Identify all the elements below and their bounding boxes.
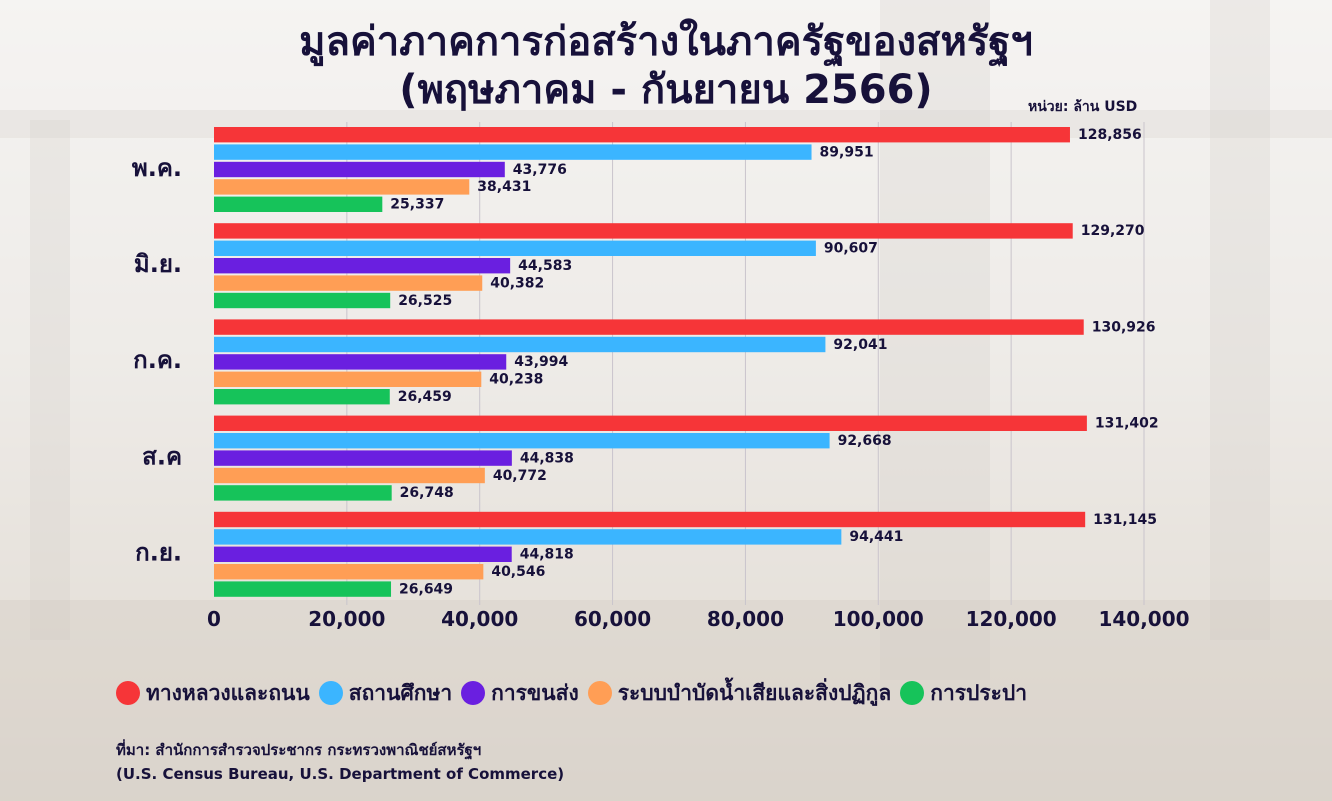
bar — [214, 354, 507, 370]
bar — [214, 275, 483, 291]
x-tick-label: 0 — [207, 607, 221, 631]
data-label: 90,607 — [824, 241, 878, 257]
legend-label-transportation: การขนส่ง — [491, 680, 579, 705]
data-label: 131,402 — [1095, 416, 1159, 432]
chart-category-labels: พ.ค. มิ.ย. ก.ค. ส.คก.ย. — [132, 154, 182, 567]
bar — [214, 564, 484, 580]
legend-item-water-supply: การประปา — [900, 677, 1027, 710]
bar — [214, 336, 826, 353]
data-label: 94,441 — [849, 529, 903, 545]
bar — [214, 161, 505, 178]
bar — [214, 467, 485, 484]
bar — [214, 196, 383, 212]
legend-item-sewage: ระบบบำบัดน้ำเสียและสิ่งปฏิกูล — [587, 677, 892, 710]
bar — [214, 415, 1087, 431]
legend-swatch-education — [318, 681, 343, 705]
data-label: 26,649 — [399, 581, 453, 597]
legend-item-transportation: การขนส่ง — [461, 677, 579, 710]
data-label: 44,583 — [518, 258, 572, 274]
legend-swatch-transportation — [461, 681, 486, 705]
legend-item-highways: ทางหลวงและถนน — [116, 677, 310, 710]
category-label: ส.ค — [142, 442, 182, 470]
data-label: 40,546 — [491, 564, 545, 580]
data-label: 40,238 — [489, 372, 543, 388]
category-label: มิ.ย. — [134, 250, 182, 278]
x-tick-label: 40,000 — [441, 607, 518, 631]
data-label: 89,951 — [820, 144, 874, 160]
bar — [214, 529, 842, 545]
bar — [214, 511, 1086, 528]
data-label: 44,818 — [520, 547, 574, 563]
data-label: 25,337 — [390, 197, 444, 213]
legend-swatch-water-supply — [900, 681, 925, 705]
data-label: 40,772 — [493, 468, 547, 484]
x-tick-label: 60,000 — [574, 607, 651, 631]
data-label: 129,270 — [1081, 223, 1145, 239]
legend-label-sewage: ระบบบำบัดน้ำเสียและสิ่งปฏิกูล — [617, 680, 892, 705]
source-note: ที่มา: สำนักการสำรวจประชากร กระทรวงพาณิช… — [116, 738, 564, 786]
legend-item-education: สถานศึกษา — [318, 677, 453, 710]
data-label: 43,994 — [514, 354, 568, 370]
category-label: ก.ย. — [135, 539, 182, 567]
data-label: 128,856 — [1078, 127, 1142, 143]
legend-swatch-sewage — [587, 681, 612, 705]
source-line-2: (U.S. Census Bureau, U.S. Department of … — [116, 765, 565, 783]
legend-label-highways: ทางหลวงและถนน — [146, 680, 310, 705]
chart-legend: ทางหลวงและถนน สถานศึกษา การขนส่ง ระบบบำบ… — [116, 676, 1036, 710]
x-tick-label: 20,000 — [308, 607, 385, 631]
source-line-1: ที่มา: สำนักการสำรวจประชากร กระทรวงพาณิช… — [116, 741, 482, 759]
x-tick-label: 120,000 — [966, 607, 1057, 631]
bar — [214, 371, 482, 387]
category-label: พ.ค. — [132, 154, 182, 182]
bar — [214, 144, 812, 160]
data-label: 130,926 — [1092, 319, 1156, 335]
data-label: 38,431 — [477, 179, 531, 195]
unit-label: หน่วย: ล้าน USD — [1028, 99, 1138, 115]
x-tick-label: 80,000 — [707, 607, 784, 631]
bar — [214, 450, 512, 466]
bar — [214, 319, 1084, 335]
bar — [214, 240, 816, 256]
x-tick-label: 100,000 — [833, 607, 924, 631]
legend-label-education: สถานศึกษา — [348, 680, 453, 705]
category-label: ก.ค. — [133, 346, 182, 374]
title-line-1: มูลค่าภาคการก่อสร้างในภาครัฐของสหรัฐฯ — [299, 19, 1033, 65]
bar — [214, 258, 511, 274]
bar — [214, 433, 830, 449]
data-label: 44,838 — [520, 450, 574, 466]
bar — [214, 179, 470, 195]
chart-title: มูลค่าภาคการก่อสร้างในภาครัฐของสหรัฐฯ (พ… — [0, 18, 1332, 114]
data-label: 26,748 — [400, 485, 454, 501]
bar — [214, 581, 392, 597]
bar — [214, 546, 512, 562]
bar — [214, 485, 392, 501]
legend-swatch-highways — [116, 681, 140, 705]
bar — [214, 292, 391, 309]
chart-bars — [214, 127, 1087, 597]
x-tick-label: 140,000 — [1098, 607, 1189, 631]
bar — [214, 223, 1073, 239]
title-line-2: (พฤษภาคม - กันยายน 2566) — [399, 67, 933, 113]
data-label: 26,459 — [398, 389, 452, 405]
data-label: 43,776 — [513, 162, 567, 178]
data-label: 92,041 — [833, 337, 887, 353]
data-label: 26,525 — [398, 293, 452, 309]
chart-x-tick-labels: 0 20,000 40,000 60,000 80,000 100,000 120,000 1… — [207, 607, 1190, 631]
data-label: 40,382 — [490, 275, 544, 291]
bar — [214, 389, 390, 405]
legend-label-water-supply: การประปา — [930, 680, 1028, 705]
data-label: 92,668 — [838, 433, 892, 449]
bar — [214, 127, 1070, 143]
data-label: 131,145 — [1093, 512, 1157, 528]
